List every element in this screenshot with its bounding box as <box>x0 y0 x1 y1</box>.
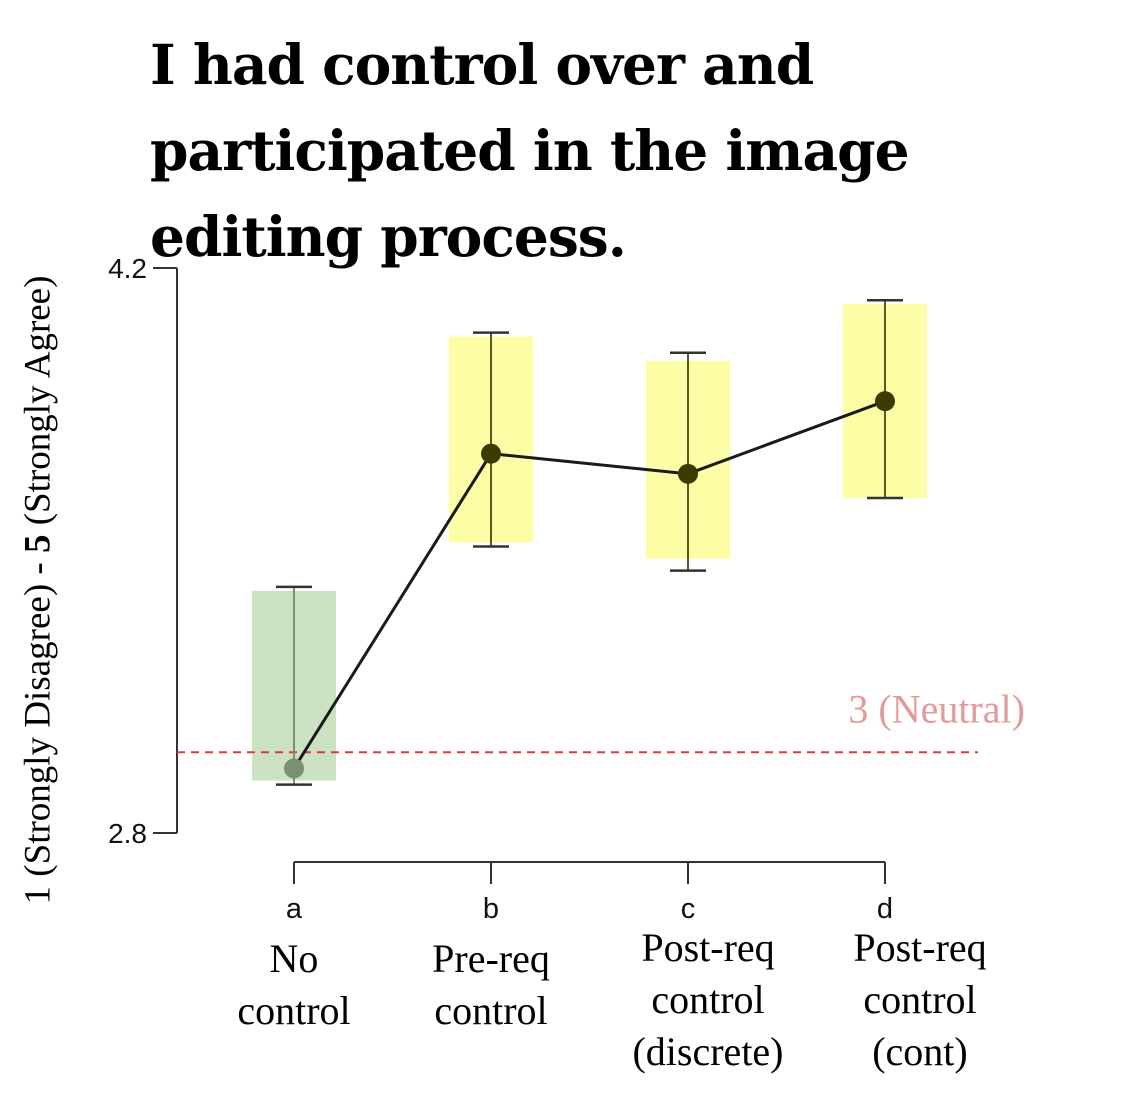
y-tick-label: 2.8 <box>108 818 147 849</box>
mean-point <box>481 443 501 464</box>
category-letter: b <box>483 893 499 925</box>
mean-point <box>678 463 698 484</box>
category-label: control <box>237 988 350 1033</box>
category-label: control <box>863 977 976 1022</box>
category-label: No <box>270 936 319 981</box>
mean-point <box>284 758 304 779</box>
chart-title: I had control over and participated in t… <box>150 32 910 269</box>
neutral-reference-label: 3 (Neutral) <box>848 686 1025 731</box>
category-label: (discrete) <box>632 1029 783 1074</box>
mean-line <box>292 399 886 770</box>
category-label: Pre-req <box>432 936 550 981</box>
category-letter: d <box>877 893 893 925</box>
category-label: (cont) <box>872 1029 968 1074</box>
category-letter: a <box>286 893 303 925</box>
category-letter: c <box>681 893 696 925</box>
category-label: Post-req <box>641 925 774 970</box>
category-label: control <box>434 988 547 1033</box>
y-tick-label: 4.2 <box>108 253 147 284</box>
mean-point <box>875 391 895 412</box>
category-label: Post-req <box>853 925 986 970</box>
category-label: control <box>651 977 764 1022</box>
